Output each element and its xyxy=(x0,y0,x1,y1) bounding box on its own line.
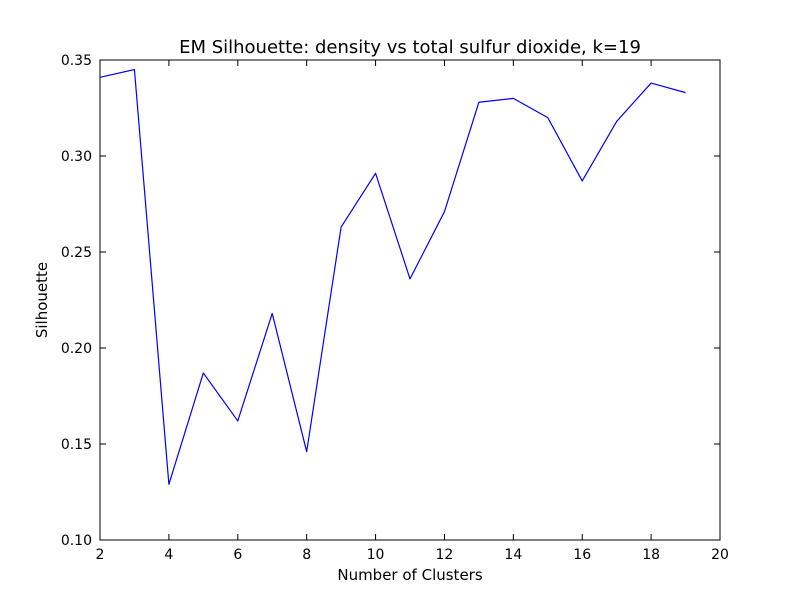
x-tick-label: 4 xyxy=(164,547,173,563)
y-axis-label: Silhouette xyxy=(33,262,51,338)
x-tick-label: 18 xyxy=(642,547,660,563)
y-tick-label: 0.30 xyxy=(61,149,92,165)
y-tick-label: 0.15 xyxy=(61,437,92,453)
x-tick-label: 6 xyxy=(233,547,242,563)
series-line xyxy=(99,68,686,485)
chart-title: EM Silhouette: density vs total sulfur d… xyxy=(179,37,641,58)
x-ticks: 2 4 6 8 10 12 14 16 18 20 xyxy=(96,60,729,563)
y-tick-label: 0.20 xyxy=(61,341,92,357)
y-tick-label: 0.35 xyxy=(61,53,92,69)
x-tick-label: 2 xyxy=(96,547,105,563)
plot-frame xyxy=(99,59,721,541)
y-tick-label: 0.25 xyxy=(61,245,92,261)
plot-area: 2 4 6 8 10 12 14 16 18 20 0.10 0.15 0.20 0.25 0.30 0.3… xyxy=(61,53,729,563)
x-tick-label: 8 xyxy=(302,547,311,563)
series-layer xyxy=(99,68,686,485)
y-ticks: 0.10 0.15 0.20 0.25 0.30 0.35 xyxy=(61,53,720,549)
x-tick-label: 12 xyxy=(436,547,454,563)
y-tick-label: 0.10 xyxy=(61,533,92,549)
x-axis-label: Number of Clusters xyxy=(337,566,482,584)
x-tick-label: 20 xyxy=(711,547,729,563)
x-tick-label: 10 xyxy=(367,547,385,563)
x-tick-label: 16 xyxy=(573,547,591,563)
x-tick-label: 14 xyxy=(504,547,522,563)
